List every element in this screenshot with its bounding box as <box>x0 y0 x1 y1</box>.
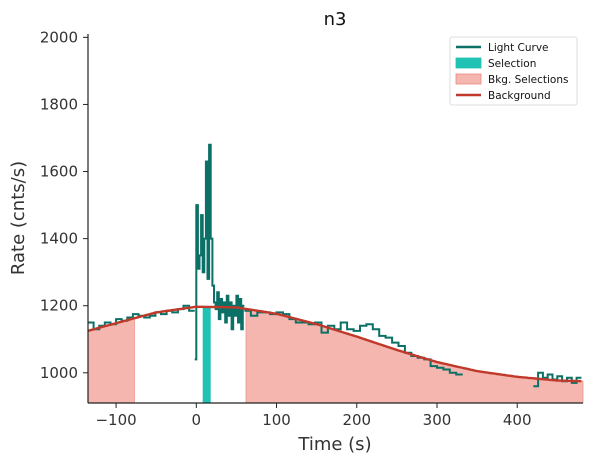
x-tick-label: −100 <box>95 411 136 429</box>
legend-label: Background <box>488 90 551 102</box>
y-tick-label: 2000 <box>40 28 78 46</box>
axes <box>87 34 583 404</box>
x-ticks: −100 0 100 200 300 400 <box>95 403 532 429</box>
y-ticks: 1000 1200 1400 1600 1800 2000 <box>40 28 88 382</box>
x-tick-label: 200 <box>342 411 371 429</box>
x-tick-label: 0 <box>192 411 202 429</box>
chart-title: n3 <box>324 9 347 30</box>
light-curve-burst <box>194 143 245 361</box>
legend-label: Light Curve <box>488 42 549 54</box>
legend-label: Bkg. Selections <box>488 74 568 86</box>
legend-swatch-patch <box>455 73 482 85</box>
background-line <box>87 305 582 383</box>
y-tick-label: 1000 <box>40 364 78 382</box>
y-tick-label: 1400 <box>40 230 78 248</box>
y-tick-label: 1800 <box>40 95 78 113</box>
legend: Light Curve Selection Bkg. Selections Backg… <box>449 36 578 106</box>
bkg-selection-areas <box>87 308 584 404</box>
legend-frame <box>449 36 578 106</box>
background-model-series <box>87 305 582 383</box>
legend-label: Selection <box>488 58 536 70</box>
x-axis-title: Time (s) <box>297 434 371 455</box>
y-tick-label: 1600 <box>40 163 78 181</box>
bkg-selection-1 <box>87 317 135 404</box>
x-tick-label: 300 <box>423 411 452 429</box>
y-tick-label: 1200 <box>40 297 78 315</box>
selection-band <box>202 306 211 403</box>
x-tick-label: 100 <box>262 411 291 429</box>
legend-swatch-patch <box>455 57 482 69</box>
x-tick-label: 400 <box>503 411 532 429</box>
y-axis-title: Rate (cnts/s) <box>8 161 29 275</box>
selection-area <box>202 306 211 403</box>
